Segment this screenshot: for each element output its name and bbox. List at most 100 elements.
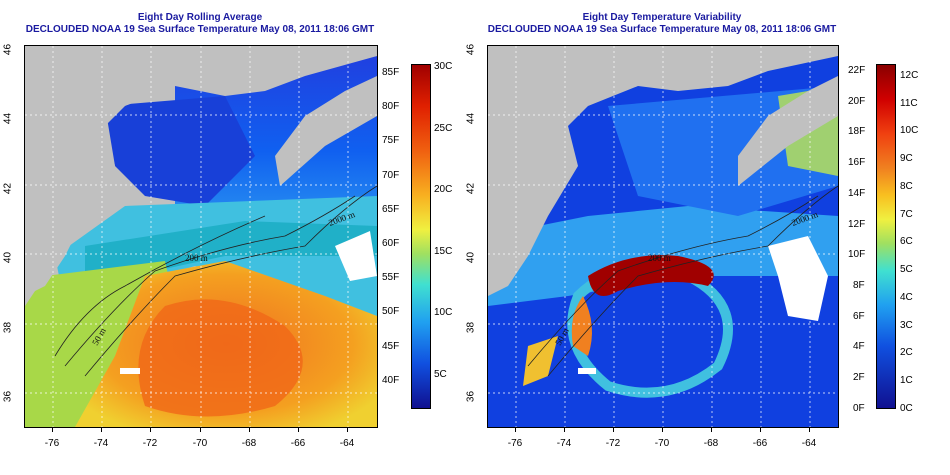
- left-lat-label-44: 44: [2, 112, 14, 125]
- left-xtick: [52, 427, 53, 432]
- left-land-nova-scotia: [275, 76, 377, 186]
- right-lon-label-76: -76: [507, 438, 523, 449]
- left-cb-label-50f: 50F: [382, 306, 400, 317]
- left-cb-label-30c: 30C: [434, 61, 453, 72]
- left-title-line2: DECLOUDED NOAA 19 Sea Surface Temperatur…: [25, 24, 375, 35]
- right-lon-label-66: -66: [752, 438, 768, 449]
- right-cb-label-1c: 1C: [900, 375, 913, 386]
- left-cb-label-15c: 15C: [434, 246, 453, 257]
- right-contour-200m: [527, 195, 819, 367]
- right-cb-label-12f: 12F: [848, 219, 866, 230]
- right-sw-yellow: [523, 336, 558, 386]
- right-lat-label-46: 46: [465, 43, 477, 56]
- right-cb-label-12c: 12C: [900, 70, 919, 81]
- right-xtick: [613, 427, 614, 432]
- left-contour-50m: [54, 215, 266, 357]
- right-title-line2: DECLOUDED NOAA 19 Sea Surface Temperatur…: [487, 24, 837, 35]
- right-cb-label-2c: 2C: [900, 347, 913, 358]
- right-lat-label-36: 36: [465, 390, 477, 403]
- left-cb-label-25c: 25C: [434, 123, 453, 134]
- right-cb-label-18f: 18F: [848, 126, 866, 137]
- left-cb-label-80f: 80F: [382, 101, 400, 112]
- left-colorbar: [411, 64, 431, 409]
- right-contour-2000m: [547, 185, 838, 377]
- left-cb-label-45f: 45F: [382, 341, 400, 352]
- right-lat-label-38: 38: [465, 321, 477, 334]
- left-lon-label-70: -70: [192, 438, 208, 449]
- right-land-coast: [488, 46, 838, 296]
- right-variability-map: 2000 m 200 m 50 m: [487, 45, 839, 428]
- left-lon-label-76: -76: [44, 438, 60, 449]
- right-xtick: [760, 427, 761, 432]
- right-lon-label-70: -70: [654, 438, 670, 449]
- left-xtick: [150, 427, 151, 432]
- left-xtick: [249, 427, 250, 432]
- right-land-nova-scotia: [738, 76, 838, 186]
- right-cloud-patch: [768, 236, 828, 321]
- right-cb-label-0c: 0C: [900, 403, 913, 414]
- right-cb-label-10f: 10F: [848, 249, 866, 260]
- left-cb-label-65f: 65F: [382, 204, 400, 215]
- left-lat-label-38: 38: [2, 321, 14, 334]
- left-lat-label-36: 36: [2, 390, 14, 403]
- right-cb-label-11c: 11C: [900, 98, 918, 109]
- left-lon-label-64: -64: [339, 438, 355, 449]
- right-lon-label-74: -74: [556, 438, 572, 449]
- right-cb-label-5c: 5C: [900, 264, 913, 275]
- right-hotspot-red: [588, 255, 714, 296]
- right-cb-label-16f: 16F: [848, 157, 866, 168]
- right-cb-label-9c: 9C: [900, 153, 913, 164]
- left-cb-label-75f: 75F: [382, 135, 400, 146]
- right-cb-label-6f: 6F: [853, 311, 865, 322]
- right-variability-map-image: 2000 m 200 m 50 m: [488, 46, 838, 427]
- right-lon-label-68: -68: [703, 438, 719, 449]
- left-graticule: [25, 46, 377, 427]
- right-title-line1: Eight Day Temperature Variability: [582, 12, 742, 23]
- left-warm-core: [138, 299, 303, 417]
- right-cb-label-0f: 0F: [853, 403, 865, 414]
- right-cb-label-3c: 3C: [900, 320, 913, 331]
- left-lon-label-74: -74: [93, 438, 109, 449]
- left-xtick: [200, 427, 201, 432]
- right-graticule: [488, 46, 838, 427]
- right-colorbar: [876, 64, 896, 409]
- right-xtick: [809, 427, 810, 432]
- right-cb-label-8c: 8C: [900, 181, 913, 192]
- left-cb-label-60f: 60F: [382, 238, 400, 249]
- right-lat-label-44: 44: [465, 112, 477, 125]
- left-cb-label-20c: 20C: [434, 184, 453, 195]
- right-lat-label-42: 42: [465, 182, 477, 195]
- left-cb-label-70f: 70F: [382, 170, 400, 181]
- left-contour-2000m: [84, 185, 377, 377]
- left-lat-label-42: 42: [2, 182, 14, 195]
- left-cloud-small: [120, 368, 140, 374]
- right-cb-label-10c: 10C: [900, 125, 919, 136]
- right-cb-label-7c: 7C: [900, 209, 913, 220]
- left-gulf-of-maine: [105, 96, 255, 206]
- left-cb-label-5c: 5C: [434, 369, 447, 380]
- left-lat-label-40: 40: [2, 251, 14, 264]
- left-cloud-patch: [335, 231, 377, 281]
- right-cb-label-20f: 20F: [848, 96, 866, 107]
- right-cb-label-2f: 2F: [853, 372, 865, 383]
- right-cb-label-22f: 22F: [848, 65, 866, 76]
- right-cb-label-6c: 6C: [900, 236, 913, 247]
- right-lon-label-64: -64: [801, 438, 817, 449]
- left-sst-map: 2000 m 200 m 50 m: [24, 45, 378, 428]
- left-cb-label-40f: 40F: [382, 375, 400, 386]
- left-xtick: [347, 427, 348, 432]
- right-cloud-small: [578, 368, 596, 374]
- right-cb-label-4f: 4F: [853, 341, 865, 352]
- right-lat-label-40: 40: [465, 251, 477, 264]
- left-xtick: [101, 427, 102, 432]
- left-cb-label-55f: 55F: [382, 272, 400, 283]
- left-contour-200m: [64, 195, 356, 367]
- left-cb-label-10c: 10C: [434, 307, 453, 318]
- right-cb-label-14f: 14F: [848, 188, 866, 199]
- right-xtick: [515, 427, 516, 432]
- left-lon-label-68: -68: [241, 438, 257, 449]
- left-lon-label-66: -66: [290, 438, 306, 449]
- right-cb-label-4c: 4C: [900, 292, 913, 303]
- right-xtick: [711, 427, 712, 432]
- left-sst-map-image: 2000 m 200 m 50 m: [25, 46, 377, 427]
